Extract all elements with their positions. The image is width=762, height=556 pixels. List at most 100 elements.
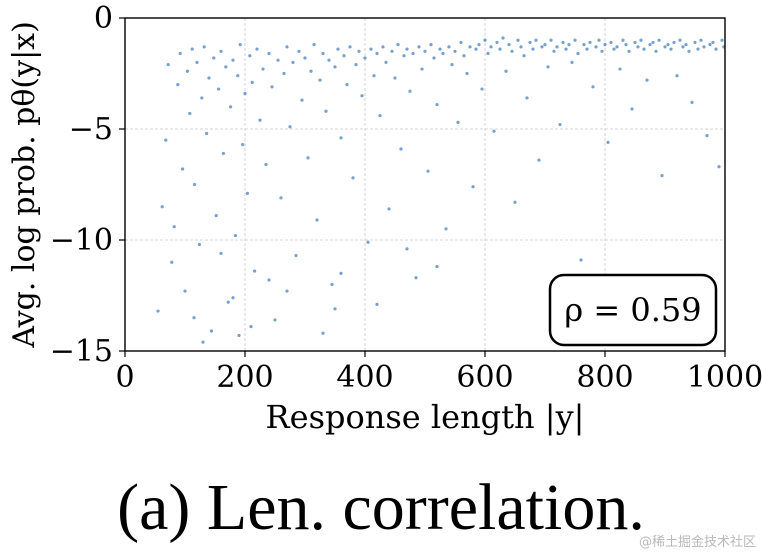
scatter-point	[181, 167, 185, 171]
scatter-point	[279, 196, 283, 200]
scatter-point	[429, 43, 433, 47]
scatter-point	[249, 324, 253, 329]
scatter-point	[363, 56, 367, 60]
scatter-point	[342, 54, 346, 58]
y-tick-label: −5	[69, 112, 113, 147]
scatter-point	[366, 240, 370, 244]
scatter-point	[618, 67, 622, 71]
scatter-point	[513, 200, 517, 204]
scatter-point	[393, 76, 397, 80]
y-tick-label: −10	[50, 223, 113, 258]
scatter-point	[309, 69, 313, 73]
scatter-point	[702, 45, 706, 49]
scatter-point	[201, 340, 205, 344]
scatter-point	[468, 45, 472, 49]
scatter-point	[321, 331, 325, 335]
scatter-point	[591, 85, 595, 89]
scatter-point	[420, 67, 424, 71]
scatter-point	[378, 114, 382, 118]
y-tick-label: 0	[94, 1, 113, 36]
scatter-point	[678, 38, 682, 42]
scatter-point	[717, 165, 721, 169]
scatter-point	[501, 36, 505, 40]
scatter-point	[160, 205, 164, 209]
scatter-point	[369, 47, 373, 51]
x-tick-label: 1000	[687, 360, 762, 395]
scatter-point	[456, 120, 460, 124]
scatter-point	[193, 182, 197, 187]
scatter-point	[408, 89, 412, 93]
scatter-point	[236, 74, 240, 78]
scatter-point	[576, 51, 580, 56]
scatter-point	[402, 54, 406, 58]
scatter-point	[465, 71, 469, 76]
scatter-point	[606, 140, 610, 144]
scatter-point	[435, 265, 439, 269]
scatter-point	[306, 156, 310, 160]
scatter-point	[435, 102, 439, 107]
scatter-point	[205, 131, 209, 136]
scatter-point	[705, 134, 709, 138]
scatter-point	[354, 63, 358, 67]
scatter-point	[519, 45, 523, 49]
scatter-point	[552, 49, 556, 53]
scatter-point	[333, 307, 337, 311]
scatter-point	[696, 47, 700, 51]
scatter-point	[600, 49, 604, 53]
scatter-point	[333, 65, 337, 69]
x-tick-label: 800	[576, 360, 633, 395]
scatter-point	[250, 80, 254, 84]
scatter-point	[282, 71, 286, 76]
scatter-point	[231, 296, 235, 300]
scatter-point	[156, 309, 160, 313]
x-axis-label: Response length |y|	[266, 398, 585, 436]
axis-ticks: 0 200 400 600 800 1000 0 −5 −10 −15	[50, 1, 762, 395]
scatter-point	[357, 49, 361, 53]
scatter-point	[214, 213, 218, 218]
scatter-point	[381, 45, 385, 49]
scatter-point	[229, 105, 233, 109]
scatter-point	[564, 47, 568, 51]
scatter-point	[219, 251, 223, 255]
scatter-point	[477, 43, 481, 47]
scatter-point	[624, 43, 628, 47]
scatter-point	[585, 47, 589, 51]
scatter-point	[687, 49, 691, 53]
scatter-point	[188, 111, 192, 116]
y-tick-label: −15	[50, 334, 113, 369]
scatter-point	[657, 38, 661, 42]
scatter-point	[573, 38, 577, 42]
scatter-point	[267, 51, 271, 56]
scatter-point	[411, 51, 415, 56]
scatter-point	[261, 67, 265, 71]
scatter-point	[540, 45, 544, 49]
scatter-point	[516, 38, 520, 42]
scatter-point	[528, 40, 532, 45]
scatter-point	[375, 302, 379, 306]
scatter-point	[651, 40, 655, 45]
scatter-point	[285, 45, 289, 49]
scatter-point	[405, 47, 409, 51]
scatter-point	[432, 56, 436, 60]
scatter-point	[207, 76, 211, 80]
scatter-point	[615, 45, 619, 49]
scatter-point	[450, 63, 454, 67]
scatter-point	[633, 40, 637, 45]
scatter-point	[522, 54, 526, 58]
scatter-point	[531, 47, 535, 51]
scatter-point	[255, 47, 259, 51]
scatter-point	[669, 47, 673, 51]
scatter-point	[185, 69, 189, 73]
scatter-point	[537, 158, 541, 162]
scatter-point	[164, 138, 168, 142]
scatter-point	[660, 174, 664, 178]
scatter-point	[312, 43, 316, 47]
scatter-point	[708, 43, 712, 47]
scatter-point	[170, 260, 174, 264]
scatter-point	[192, 316, 196, 320]
scatter-point	[498, 47, 502, 51]
scatter-point	[231, 58, 235, 62]
scatter-point	[384, 60, 388, 64]
scatter-point	[360, 94, 364, 98]
